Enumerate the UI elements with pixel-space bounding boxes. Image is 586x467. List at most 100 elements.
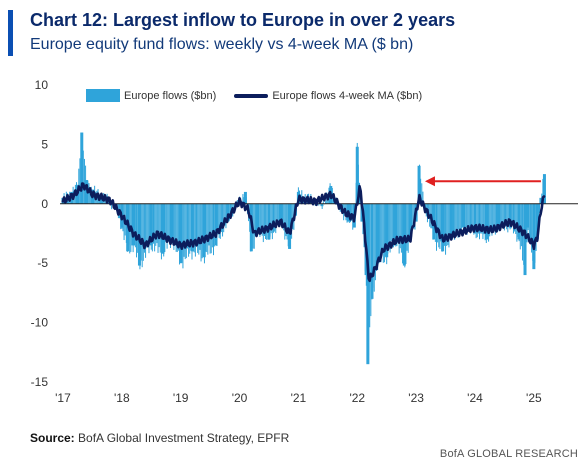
- flow-bar: [374, 203, 376, 281]
- flow-bar: [388, 203, 390, 249]
- flow-bar: [385, 203, 389, 258]
- flow-bar: [488, 203, 490, 242]
- flow-bar: [222, 203, 224, 237]
- flow-bar: [228, 203, 230, 221]
- legend-label-flows: Europe flows ($bn): [124, 89, 217, 102]
- flow-bar: [258, 203, 260, 230]
- flow-bar: [438, 203, 440, 248]
- flow-bar: [206, 203, 208, 253]
- flow-bar: [469, 203, 471, 234]
- source-label: Source:: [30, 431, 75, 445]
- flow-bar: [517, 203, 521, 240]
- flow-bar: [89, 191, 91, 204]
- flow-bar: [542, 174, 546, 204]
- flow-bar: [366, 203, 370, 365]
- flow-bar: [272, 203, 274, 233]
- flow-bar: [161, 203, 165, 254]
- flow-bar: [267, 203, 271, 240]
- flow-bar: [457, 203, 459, 238]
- flow-bar: [219, 203, 221, 239]
- flow-bar: [132, 203, 136, 246]
- x-tick-label: '17: [55, 391, 71, 405]
- flow-bar: [183, 203, 185, 257]
- flow-bar: [485, 203, 489, 240]
- flow-bar: [417, 165, 421, 204]
- flow-bar: [207, 203, 209, 255]
- flow-bar: [236, 200, 238, 204]
- legend-label-ma: Europe flows 4-week MA ($bn): [272, 89, 423, 102]
- flow-bar: [263, 203, 265, 236]
- flow-bar: [199, 203, 201, 250]
- flow-bar: [146, 203, 148, 248]
- flow-bar: [275, 203, 277, 234]
- flow-bar: [210, 203, 212, 254]
- flow-bar: [464, 203, 466, 231]
- flow-bar: [168, 203, 170, 241]
- y-tick-labels: 10 5 0 -5 -10 -15: [31, 78, 49, 389]
- flow-bar: [529, 203, 531, 241]
- flow-bar: [155, 203, 157, 246]
- flow-bar: [278, 203, 280, 224]
- flow-bar: [189, 203, 191, 254]
- flow-bar: [514, 203, 516, 232]
- flow-bar: [477, 203, 479, 234]
- flow-bar: [173, 203, 175, 250]
- flow-bar: [175, 203, 177, 252]
- flow-bar: [408, 203, 412, 240]
- flow-bar: [208, 203, 210, 246]
- flow-bar: [480, 203, 482, 234]
- flow-bar: [376, 203, 380, 264]
- flow-bar: [479, 203, 481, 240]
- weekly-bars: [61, 132, 546, 365]
- flow-bar: [412, 203, 414, 229]
- flow-bar: [136, 203, 138, 258]
- flow-bar: [468, 203, 470, 229]
- flow-bar: [88, 183, 90, 204]
- flow-bar: [443, 203, 445, 246]
- flow-bar: [145, 203, 147, 258]
- flow-bar: [437, 203, 439, 243]
- flow-bar: [320, 203, 324, 207]
- flow-bar: [391, 203, 393, 246]
- x-tick-label: '20: [232, 391, 248, 405]
- flow-bar: [465, 203, 467, 228]
- flow-bar: [214, 203, 218, 246]
- flow-bar: [422, 191, 424, 204]
- flow-bar: [259, 203, 261, 237]
- legend-swatch-bar: [86, 89, 120, 102]
- x-tick-label: '25: [526, 391, 542, 405]
- flow-bar: [134, 203, 136, 248]
- flow-bar: [532, 203, 536, 270]
- flow-bar: [243, 191, 247, 204]
- flow-bar: [455, 203, 457, 237]
- flow-bar: [373, 203, 375, 292]
- flow-bar: [186, 203, 188, 249]
- flow-bar: [283, 203, 285, 231]
- arrow-head: [424, 176, 435, 187]
- flow-bar: [153, 203, 155, 244]
- flow-bar: [190, 203, 194, 252]
- source-note: Source: BofA Global Investment Strategy,…: [30, 431, 289, 445]
- flow-bar: [274, 203, 276, 232]
- flow-bar: [397, 203, 399, 244]
- x-tick-labels: '17 '18 '19 '20 '21 '22 '23 '24 '25: [55, 391, 542, 405]
- flow-bar: [380, 203, 382, 263]
- flow-bar: [446, 203, 448, 246]
- flow-bar: [156, 203, 158, 244]
- flow-bar: [262, 203, 264, 243]
- flow-bar: [497, 203, 501, 228]
- title-accent-bar: [8, 10, 13, 56]
- flow-bar: [421, 183, 423, 204]
- flow-bar: [197, 203, 199, 253]
- flow-bar: [266, 203, 268, 240]
- brand-footer: BofA GLOBAL RESEARCH: [439, 448, 578, 460]
- flow-bar: [190, 203, 192, 251]
- flow-bar: [472, 203, 474, 231]
- flow-bar: [506, 203, 508, 230]
- flow-bar: [494, 203, 496, 235]
- flow-bar: [515, 203, 517, 235]
- flow-bar: [466, 203, 468, 235]
- flow-bar: [325, 201, 327, 204]
- flow-bar: [402, 203, 404, 264]
